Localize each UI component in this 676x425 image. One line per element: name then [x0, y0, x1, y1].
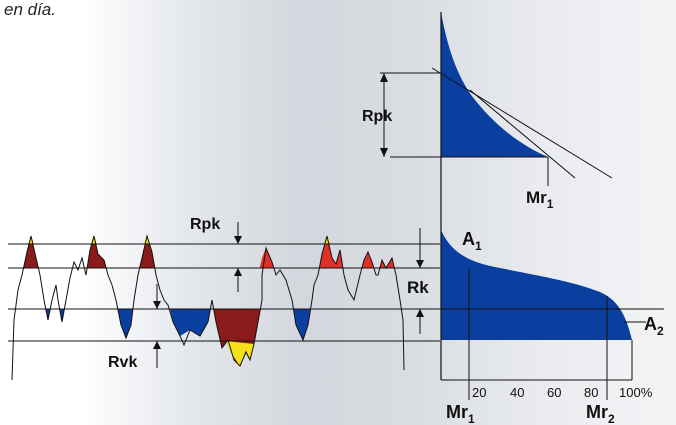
tick-label: 80 [584, 385, 598, 400]
caption-text: en día. [4, 0, 56, 19]
tick-label: 60 [547, 385, 561, 400]
mr1-label-bottom: Mr1 [446, 402, 475, 425]
valley-fill-4 [293, 309, 311, 340]
valley-fill-small-2 [59, 309, 65, 322]
deep-valley-yellow [226, 341, 254, 367]
profile-line [11, 234, 405, 381]
rk-label: Rk [407, 278, 429, 297]
top-curve-fill [441, 12, 548, 157]
rvk-arrow-head [153, 341, 161, 349]
bottom-bearing-curve [440, 210, 646, 400]
mr2-label-bottom: Mr2 [586, 402, 615, 425]
peak-fill-1 [23, 236, 39, 268]
reference-lines [8, 243, 664, 342]
valley-fill-small-1 [45, 309, 51, 320]
rk-up-arrow-head [234, 268, 242, 276]
rpk-label-top: Rpk [362, 108, 392, 125]
tick-label: 40 [510, 385, 524, 400]
bottom-curve-fill [441, 230, 632, 340]
valley-fill-1 [117, 309, 133, 338]
tick-label: 100% [619, 385, 653, 400]
mr1-label-top: Mr1 [526, 188, 554, 211]
roughness-profile [11, 234, 405, 381]
peak-fill-3 [139, 236, 155, 268]
rvk-label: Rvk [108, 354, 137, 371]
tick-label: 20 [472, 385, 486, 400]
rpk-profile-arrow-head [234, 236, 242, 244]
tangent-line [469, 89, 576, 179]
a1-label: A1 [462, 229, 482, 253]
a2-label: A2 [644, 314, 664, 338]
dimension-arrows [153, 222, 424, 368]
rk-right-top-head [416, 260, 424, 268]
top-rpk-arrow-up [380, 73, 388, 82]
peak-fill-6 [361, 252, 374, 268]
rpk-label-profile: Rpk [190, 216, 220, 233]
x-axis-ticks: 20 40 60 80 100% [472, 385, 653, 400]
peak-fill-4 [259, 248, 274, 268]
rk-right-bottom-head [416, 309, 424, 317]
top-bearing-curve [380, 12, 613, 210]
valley-fill-2 [170, 309, 211, 336]
rk-down-arrow-head [153, 301, 161, 309]
top-rpk-arrow-down [380, 148, 388, 157]
secant-line [431, 67, 613, 179]
